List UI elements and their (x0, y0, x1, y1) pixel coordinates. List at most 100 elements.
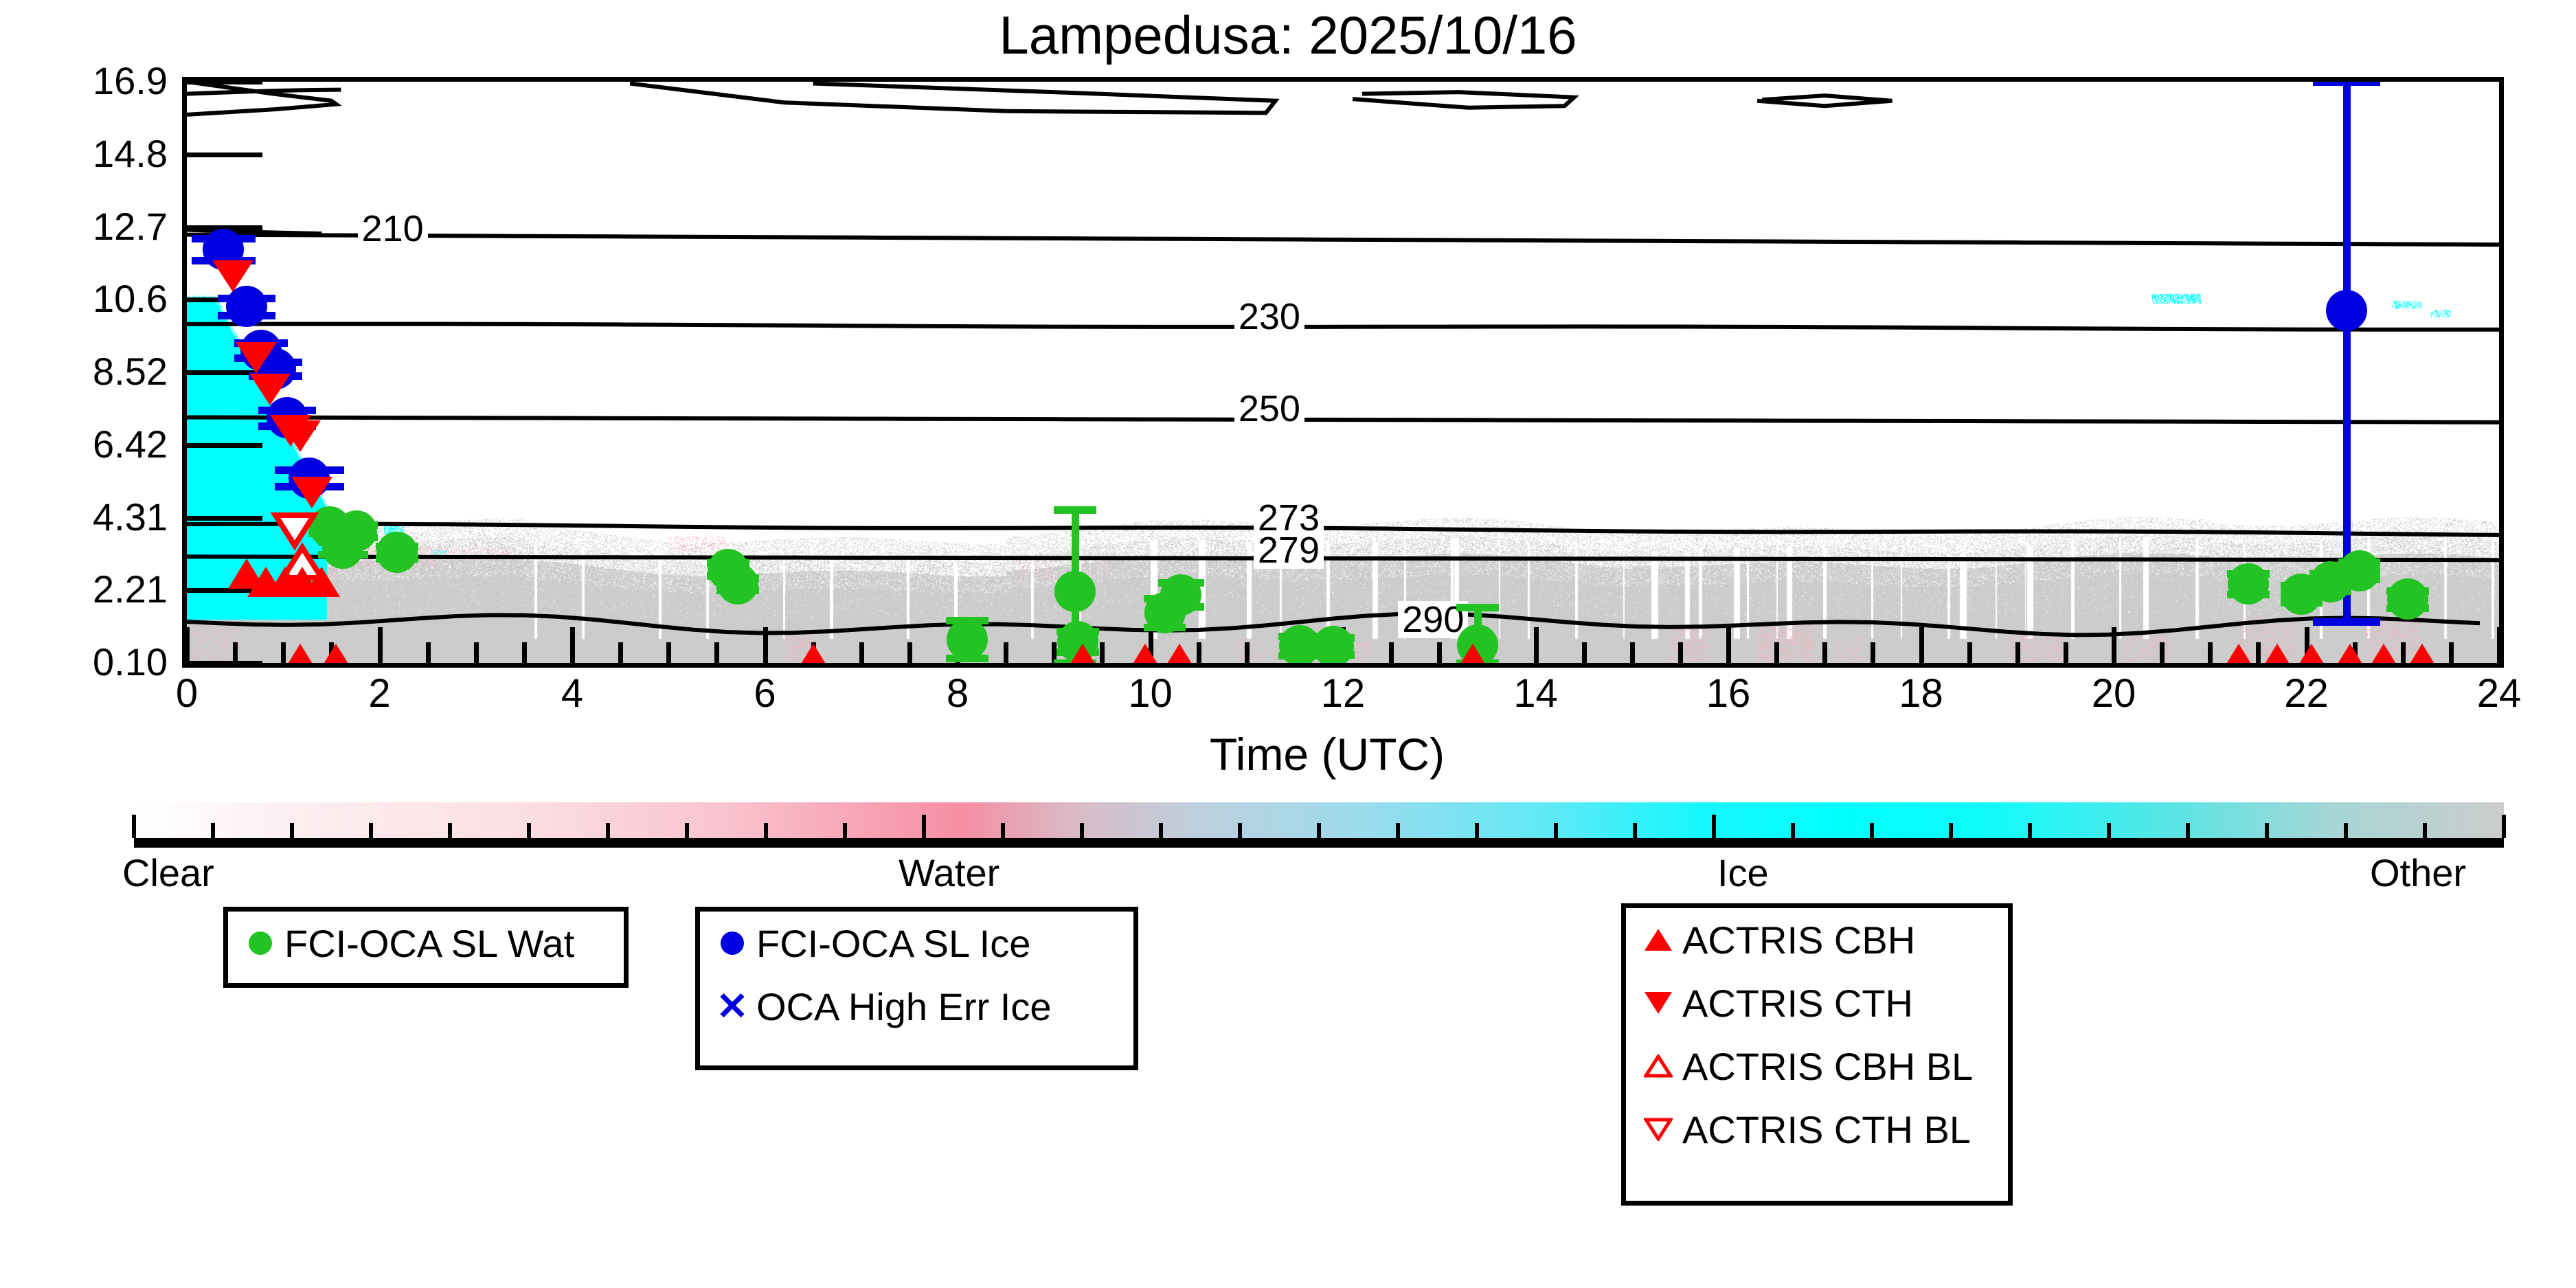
y-tick-label-1: 14.8 (93, 131, 168, 175)
triangle-down-open-icon (1644, 1118, 1673, 1141)
x-tick-15.5 (1677, 642, 1683, 663)
legend-water-row-0[interactable]: FCI-OCA SL Wat (228, 912, 624, 975)
colorbar-tick-10 (922, 815, 926, 838)
legend-actris-row-1[interactable]: ACTRIS CTH (1626, 971, 2008, 1035)
y-tick-long-0 (187, 82, 262, 84)
colorbar-tick-0 (132, 815, 136, 838)
colorbar-tick-9 (843, 823, 847, 838)
colorbar-tick-21 (1791, 823, 1795, 838)
FCI-OCA SL Ice-errbar-6 (2343, 82, 2351, 622)
colorbar-tick-29 (2423, 823, 2427, 838)
plot-area: 210 230 250 273 279 290 (182, 77, 2504, 668)
colorbar-tick-2 (290, 823, 294, 838)
x-tick-label-12: 24 (2476, 671, 2522, 716)
contour-line (187, 321, 2499, 332)
colorbar-tick-8 (764, 823, 768, 838)
x-tick-4.5 (618, 642, 624, 663)
fci-oca-sl-wat-point-2 (322, 528, 364, 569)
actris-cth-marker-2 (249, 373, 291, 405)
legend-triangle-up-open-icon (1638, 1054, 1678, 1078)
contour-line (629, 82, 1280, 115)
legend-actris-label-0: ACTRIS CBH (1682, 918, 1916, 962)
x-tick-17 (1822, 642, 1828, 663)
contour-label-210: 210 (357, 210, 428, 247)
actris-cbh-marker-16 (2364, 643, 2402, 663)
colorbar-tick-25 (2107, 823, 2111, 838)
x-tick-label-1: 2 (368, 671, 391, 716)
actris-cbh-marker-4 (303, 567, 341, 598)
y-tick-long-2 (187, 225, 262, 230)
contour-label-273: 273 (1253, 499, 1324, 536)
x-tick-24 (2497, 627, 2499, 663)
legend-circle-icon (712, 931, 752, 955)
legend-actris-label-3: ACTRIS CTH BL (1682, 1107, 1971, 1151)
x-tick-5.5 (714, 642, 720, 663)
legend-actris-row-3[interactable]: ACTRIS CTH BL (1626, 1098, 2008, 1161)
y-tick-long-5 (187, 442, 262, 448)
y-tick-label-3: 10.6 (93, 277, 168, 321)
colorbar-tick-23 (1949, 823, 1953, 838)
y-tick-label-7: 2.21 (93, 567, 168, 611)
colorbar-tick-15 (1317, 823, 1321, 838)
x-tick-2 (377, 627, 383, 663)
legend-actris-row-0[interactable]: ACTRIS CBH (1626, 908, 2008, 971)
y-tick-long-6 (187, 515, 262, 521)
x-tick-14.5 (1581, 642, 1587, 663)
y-tick-label-4: 8.52 (93, 350, 168, 393)
x-tick-23 (2400, 642, 2406, 663)
x-axis-title: Time (UTC) (1209, 729, 1445, 780)
legend-actris: ACTRIS CBH ACTRIS CTH ACTRIS CBH BL ACTRIS … (1621, 903, 2013, 1206)
colorbar-tick-18 (1554, 823, 1558, 838)
contour-line (187, 521, 2499, 537)
x-tick-label-9: 18 (1899, 671, 1943, 716)
actris-cbh-marker-5 (282, 643, 319, 663)
triangle-down-icon (1645, 992, 1672, 1014)
x-tick-21.5 (2256, 642, 2261, 663)
legend-ice-row-1[interactable]: ✕ OCA High Err Ice (700, 975, 1133, 1038)
x-tick-label-0: 0 (175, 671, 199, 716)
actris-cth-bl-marker-0 (270, 512, 319, 551)
colorbar-label-ice: Ice (1717, 851, 1769, 894)
legend-triangle-down-open-icon (1638, 1118, 1678, 1141)
x-tick-2.5 (425, 642, 431, 663)
x-tick-label-10: 20 (2091, 671, 2136, 716)
x-tick-17.5 (1871, 642, 1876, 663)
legend-ice: FCI-OCA SL Ice ✕ OCA High Err Ice (695, 907, 1138, 1070)
fci-oca-sl-wat-point-12 (1312, 625, 1354, 663)
colorbar-tick-19 (1633, 823, 1637, 838)
x-tick-10.5 (1196, 642, 1201, 663)
colorbar-tick-12 (1080, 823, 1084, 838)
actris-cbh-marker-11 (1454, 643, 1492, 663)
actris-cbh-marker-9 (1127, 643, 1164, 663)
legend-water: FCI-OCA SL Wat (223, 907, 629, 988)
colorbar-tick-27 (2265, 823, 2269, 838)
legend-circle-icon (240, 931, 280, 955)
y-tick-label-0: 16.9 (93, 59, 168, 102)
y-tick-long-7 (187, 588, 262, 594)
x-tick-label-3: 6 (754, 671, 776, 716)
x-tick-18 (1919, 627, 1924, 663)
x-tick-0 (187, 627, 190, 663)
actris-cbh-marker-15 (2331, 643, 2369, 663)
legend-water-label-0: FCI-OCA SL Wat (284, 921, 575, 965)
x-tick-23.5 (2448, 642, 2454, 663)
x-icon: ✕ (716, 984, 749, 1028)
contour-label-279: 279 (1253, 532, 1324, 569)
colorbar-tick-11 (1001, 823, 1005, 838)
actris-cbh-marker-7 (794, 643, 832, 663)
colorbar-tick-28 (2344, 823, 2348, 838)
contour-line (1352, 90, 1580, 110)
legend-ice-row-0[interactable]: FCI-OCA SL Ice (700, 912, 1133, 975)
legend-x-icon: ✕ (712, 987, 752, 1026)
fci-oca-sl-wat-point-3 (376, 532, 418, 574)
x-tick-20 (2112, 627, 2116, 663)
colorbar-axis-line (134, 838, 2504, 848)
colorbar-tick-26 (2186, 823, 2190, 838)
legend-actris-row-2[interactable]: ACTRIS CBH BL (1626, 1035, 2008, 1098)
y-tick-label-2: 12.7 (93, 204, 168, 248)
x-tick-3.5 (521, 642, 527, 663)
colorbar-tick-17 (1475, 823, 1479, 838)
contour-label-290: 290 (1398, 600, 1469, 638)
contour-label-250: 250 (1234, 390, 1304, 428)
legend-ice-label-0: FCI-OCA SL Ice (756, 921, 1031, 965)
